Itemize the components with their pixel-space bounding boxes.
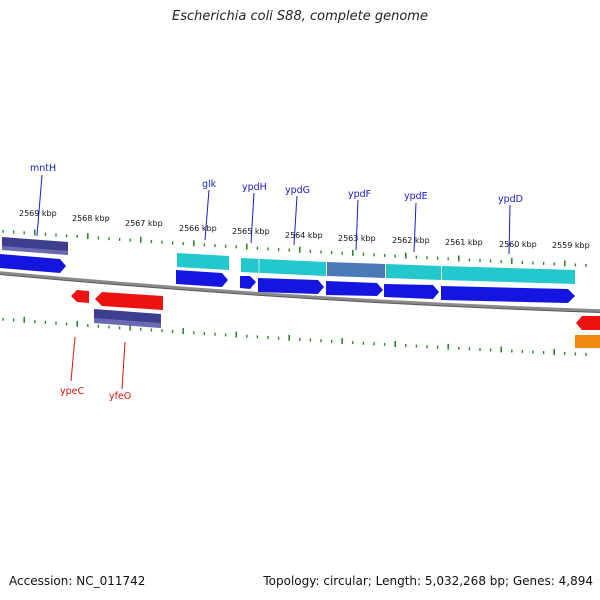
cds-arrow-mntH[interactable] (0, 254, 66, 273)
gene-label-ypdF[interactable]: ypdF (348, 189, 371, 200)
kbp-label: 2560 kbp (499, 240, 537, 249)
label-leader-line (36, 174, 43, 237)
inner-feature-ring (94, 309, 600, 348)
cds-arrow-ypdF[interactable] (326, 281, 383, 296)
label-leader-line (413, 202, 417, 253)
cds-arrow-ypdE[interactable] (384, 284, 439, 299)
upper-scale-ticks (2, 229, 587, 267)
genome-backbone (0, 271, 600, 313)
kbp-label: 2569 kbp (19, 209, 57, 218)
label-leader-line (70, 336, 76, 382)
feature-block-cyan[interactable] (177, 253, 229, 270)
cds-arrow-red-edge[interactable] (576, 316, 600, 330)
kbp-label: 2566 kbp (179, 224, 217, 233)
label-leader-line (121, 341, 126, 390)
cds-arrow-ypdG[interactable] (258, 278, 324, 294)
cds-arrow-ypeC[interactable] (71, 290, 89, 303)
feature-block-cyan[interactable] (241, 258, 326, 276)
gene-label-yfeO[interactable]: yfeO (109, 391, 131, 402)
gene-label-ypdD[interactable]: ypdD (498, 194, 523, 205)
map-title: Escherichia coli S88, complete genome (172, 9, 428, 24)
kbp-label: 2567 kbp (125, 219, 163, 228)
reverse-cds-row (71, 290, 600, 330)
cds-arrow-ypdH[interactable] (240, 276, 256, 289)
feature-block-orange[interactable] (575, 335, 600, 348)
accession-text: Accession: NC_011742 (9, 574, 146, 588)
label-leader-line (355, 199, 359, 251)
kbp-label: 2559 kbp (552, 241, 590, 250)
label-leader-line (250, 192, 255, 244)
gene-label-glk[interactable]: glk (202, 179, 217, 190)
topology-text: Topology: circular; Length: 5,032,268 bp… (263, 574, 593, 588)
kbp-label: 2562 kbp (392, 236, 430, 245)
gene-label-ypdG[interactable]: ypdG (285, 185, 310, 196)
feature-block-steel[interactable] (327, 262, 385, 278)
gene-label-ypdE[interactable]: ypdE (404, 191, 428, 202)
feature-block-navy-shade (94, 318, 161, 328)
label-leader-line (204, 189, 210, 241)
genome-backbone-shade (0, 274, 600, 313)
label-leader-line (508, 204, 511, 255)
feature-block-navy-shade (2, 246, 68, 255)
cds-arrow-ypdD[interactable] (441, 286, 575, 303)
cds-arrow-yfeO[interactable] (95, 292, 163, 310)
cds-arrow-glk[interactable] (176, 270, 228, 287)
outer-feature-ring (2, 237, 575, 284)
feature-block-cyan[interactable] (386, 264, 441, 280)
label-leader-line (293, 195, 298, 246)
gene-label-ypdH[interactable]: ypdH (242, 182, 267, 193)
kbp-label: 2561 kbp (445, 238, 483, 247)
lower-scale-ticks (2, 316, 587, 356)
forward-cds-row (0, 254, 575, 303)
gene-label-mntH[interactable]: mntH (30, 163, 56, 174)
feature-block-cyan[interactable] (442, 266, 575, 284)
kbp-label: 2568 kbp (72, 214, 110, 223)
gene-label-ypeC[interactable]: ypeC (60, 386, 84, 397)
kbp-label: 2565 kbp (232, 227, 270, 236)
kbp-label: 2564 kbp (285, 231, 323, 240)
